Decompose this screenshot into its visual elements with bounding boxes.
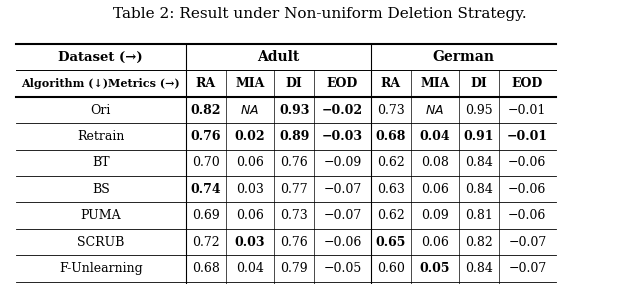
- Text: 0.65: 0.65: [376, 236, 406, 248]
- Text: 0.08: 0.08: [421, 156, 449, 169]
- Text: Retrain: Retrain: [77, 130, 125, 143]
- Text: −0.07: −0.07: [508, 262, 547, 275]
- Text: DI: DI: [470, 77, 488, 90]
- Text: 0.05: 0.05: [420, 262, 450, 275]
- Text: 0.77: 0.77: [280, 183, 308, 196]
- Text: Algorithm (↓)Metrics (→): Algorithm (↓)Metrics (→): [22, 78, 180, 89]
- Text: 0.70: 0.70: [192, 156, 220, 169]
- Text: 0.06: 0.06: [236, 156, 264, 169]
- Text: 0.89: 0.89: [279, 130, 309, 143]
- Text: 0.82: 0.82: [465, 236, 493, 248]
- Text: 0.72: 0.72: [192, 236, 220, 248]
- Text: 0.84: 0.84: [465, 183, 493, 196]
- Text: −0.09: −0.09: [323, 156, 362, 169]
- Text: German: German: [432, 50, 494, 64]
- Text: 0.73: 0.73: [280, 209, 308, 222]
- Text: Adult: Adult: [257, 50, 300, 64]
- Text: 0.68: 0.68: [376, 130, 406, 143]
- Text: 0.62: 0.62: [377, 156, 404, 169]
- Text: 0.82: 0.82: [191, 104, 221, 116]
- Text: 0.81: 0.81: [465, 209, 493, 222]
- Text: 0.79: 0.79: [280, 262, 308, 275]
- Text: BT: BT: [92, 156, 109, 169]
- Text: 0.76: 0.76: [191, 130, 221, 143]
- Text: $\mathit{NA}$: $\mathit{NA}$: [426, 104, 444, 116]
- Text: 0.84: 0.84: [465, 262, 493, 275]
- Text: PUMA: PUMA: [81, 209, 121, 222]
- Text: Dataset (→): Dataset (→): [58, 51, 143, 64]
- Text: 0.69: 0.69: [192, 209, 220, 222]
- Text: 0.76: 0.76: [280, 156, 308, 169]
- Text: 0.91: 0.91: [464, 130, 494, 143]
- Text: −0.03: −0.03: [322, 130, 363, 143]
- Text: 0.73: 0.73: [377, 104, 404, 116]
- Text: 0.62: 0.62: [377, 209, 404, 222]
- Text: 0.04: 0.04: [420, 130, 450, 143]
- Text: −0.07: −0.07: [508, 236, 547, 248]
- Text: MIA: MIA: [420, 77, 449, 90]
- Text: F-Unlearning: F-Unlearning: [59, 262, 143, 275]
- Text: −0.06: −0.06: [508, 156, 547, 169]
- Text: 0.74: 0.74: [191, 183, 221, 196]
- Text: 0.63: 0.63: [377, 183, 404, 196]
- Text: 0.84: 0.84: [465, 156, 493, 169]
- Text: 0.03: 0.03: [235, 236, 265, 248]
- Text: BS: BS: [92, 183, 109, 196]
- Text: Table 2: Result under Non-uniform Deletion Strategy.: Table 2: Result under Non-uniform Deleti…: [113, 7, 527, 21]
- Text: 0.04: 0.04: [236, 262, 264, 275]
- Text: −0.07: −0.07: [323, 209, 362, 222]
- Text: 0.06: 0.06: [421, 183, 449, 196]
- Text: −0.05: −0.05: [323, 262, 362, 275]
- Text: 0.95: 0.95: [465, 104, 493, 116]
- Text: −0.06: −0.06: [323, 236, 362, 248]
- Text: −0.06: −0.06: [508, 209, 547, 222]
- Text: 0.02: 0.02: [235, 130, 265, 143]
- Text: 0.06: 0.06: [421, 236, 449, 248]
- Text: 0.60: 0.60: [377, 262, 404, 275]
- Text: 0.09: 0.09: [421, 209, 449, 222]
- Text: −0.02: −0.02: [322, 104, 363, 116]
- Text: EOD: EOD: [512, 77, 543, 90]
- Text: DI: DI: [285, 77, 303, 90]
- Text: RA: RA: [381, 77, 401, 90]
- Text: EOD: EOD: [327, 77, 358, 90]
- Text: RA: RA: [196, 77, 216, 90]
- Text: 0.93: 0.93: [279, 104, 309, 116]
- Text: MIA: MIA: [236, 77, 264, 90]
- Text: 0.76: 0.76: [280, 236, 308, 248]
- Text: −0.06: −0.06: [508, 183, 547, 196]
- Text: −0.01: −0.01: [507, 130, 548, 143]
- Text: 0.68: 0.68: [192, 262, 220, 275]
- Text: −0.07: −0.07: [323, 183, 362, 196]
- Text: SCRUB: SCRUB: [77, 236, 125, 248]
- Text: $\mathit{NA}$: $\mathit{NA}$: [241, 104, 259, 116]
- Text: 0.03: 0.03: [236, 183, 264, 196]
- Text: −0.01: −0.01: [508, 104, 547, 116]
- Text: 0.06: 0.06: [236, 209, 264, 222]
- Text: Ori: Ori: [91, 104, 111, 116]
